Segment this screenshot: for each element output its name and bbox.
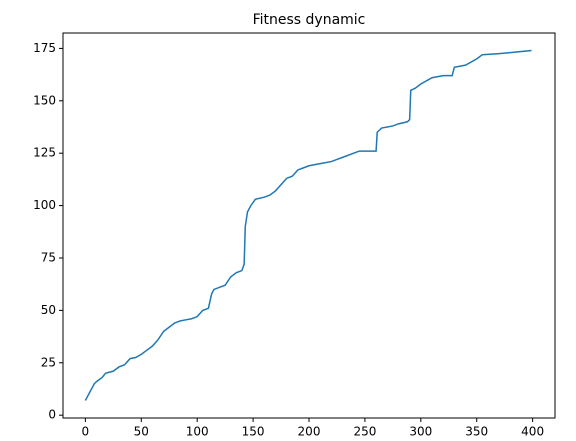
- x-tick-label: 300: [409, 425, 432, 439]
- y-tick-label: 75: [41, 250, 56, 264]
- x-tick-label: 350: [465, 425, 488, 439]
- data-line: [84, 49, 532, 401]
- x-tick-label: 50: [134, 425, 149, 439]
- plot-frame: [62, 32, 556, 419]
- y-tick-label: 0: [48, 408, 56, 422]
- x-tick-label: 150: [242, 425, 265, 439]
- y-tick-label: 125: [33, 146, 56, 160]
- y-tick-label: 50: [41, 303, 56, 317]
- x-tick-label: 400: [521, 425, 544, 439]
- y-tick-label: 175: [33, 41, 56, 55]
- y-tick-label: 25: [41, 355, 56, 369]
- x-tick-label: 250: [353, 425, 376, 439]
- chart-title: Fitness dynamic: [253, 12, 366, 28]
- y-tick-label: 150: [33, 93, 56, 107]
- x-tick-label: 100: [186, 425, 209, 439]
- x-tick-label: 0: [82, 425, 90, 439]
- x-tick-label: 200: [298, 425, 321, 439]
- y-tick-label: 100: [33, 198, 56, 212]
